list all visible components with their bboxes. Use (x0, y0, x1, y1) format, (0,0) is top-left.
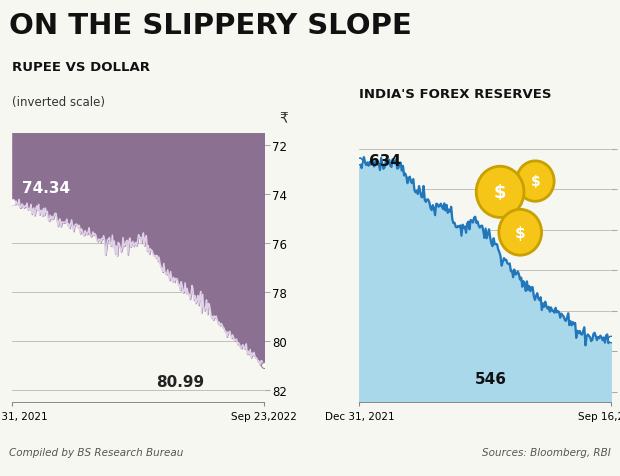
Circle shape (476, 167, 524, 218)
Text: 80.99: 80.99 (156, 374, 204, 389)
Text: ₹: ₹ (279, 111, 288, 126)
Point (7, 199, 17, 207)
Text: (inverted scale): (inverted scale) (12, 96, 105, 109)
Point (259, 361, 268, 369)
Text: INDIA'S FOREX RESERVES: INDIA'S FOREX RESERVES (360, 88, 552, 101)
Text: $: $ (494, 183, 507, 201)
Text: Sources: Bloomberg, RBI: Sources: Bloomberg, RBI (482, 446, 611, 456)
Point (355, 158, 365, 165)
Circle shape (516, 161, 554, 202)
Text: $: $ (515, 225, 526, 240)
Text: 634: 634 (370, 154, 401, 169)
Text: $: $ (530, 175, 540, 188)
Text: RUPEE VS DOLLAR: RUPEE VS DOLLAR (12, 61, 151, 74)
Circle shape (499, 210, 541, 256)
Text: ON THE SLIPPERY SLOPE: ON THE SLIPPERY SLOPE (9, 12, 412, 40)
Point (606, 336, 616, 343)
Text: Compiled by BS Research Bureau: Compiled by BS Research Bureau (9, 446, 184, 456)
Text: 546: 546 (475, 371, 507, 387)
Text: 74.34: 74.34 (22, 180, 71, 196)
